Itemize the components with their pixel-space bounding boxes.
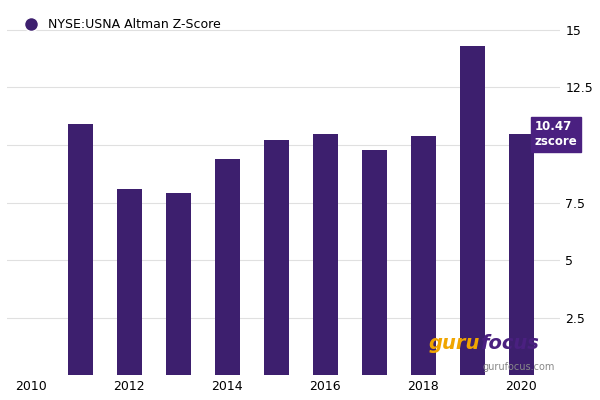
Bar bbox=[411, 136, 436, 375]
Text: 10.47
zscore: 10.47 zscore bbox=[535, 120, 578, 148]
Bar bbox=[68, 124, 92, 375]
Bar bbox=[117, 189, 142, 375]
Bar bbox=[264, 140, 289, 375]
Bar bbox=[313, 134, 338, 375]
Bar bbox=[215, 159, 239, 375]
Legend: NYSE:USNA Altman Z-Score: NYSE:USNA Altman Z-Score bbox=[13, 13, 226, 36]
Text: guru: guru bbox=[429, 334, 480, 353]
Bar bbox=[166, 193, 191, 375]
Bar bbox=[362, 150, 386, 375]
Text: focus: focus bbox=[480, 334, 539, 353]
Bar bbox=[460, 46, 485, 375]
Bar bbox=[509, 134, 533, 375]
Text: gurufocus.com: gurufocus.com bbox=[482, 362, 555, 372]
